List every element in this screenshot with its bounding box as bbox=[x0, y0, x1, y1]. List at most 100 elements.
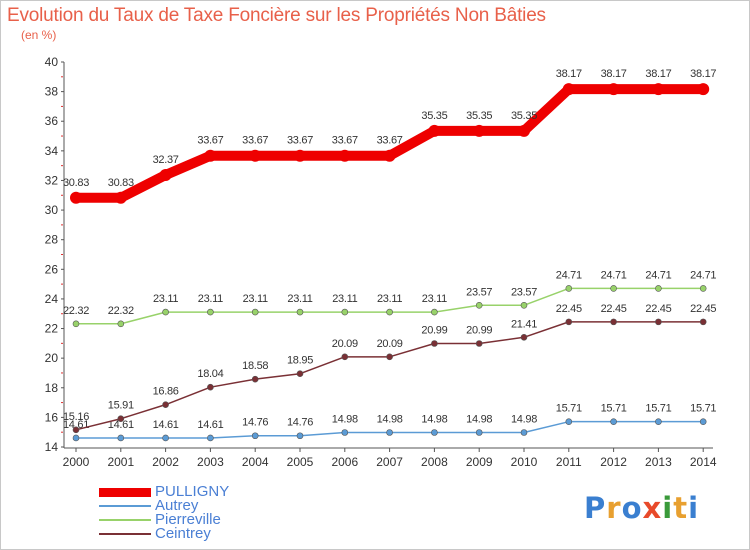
data-label: 20.09 bbox=[377, 338, 403, 350]
data-label: 24.71 bbox=[645, 269, 671, 281]
data-point bbox=[162, 434, 169, 442]
y-tick-label: 24 bbox=[45, 292, 59, 306]
data-label: 35.35 bbox=[511, 110, 537, 122]
data-point bbox=[520, 301, 528, 309]
data-point bbox=[565, 418, 573, 425]
data-label: 15.91 bbox=[108, 400, 134, 412]
data-point bbox=[565, 318, 573, 326]
data-point bbox=[72, 434, 80, 442]
data-point bbox=[652, 83, 665, 96]
data-label: 15.71 bbox=[601, 403, 627, 415]
x-tick-label: 2001 bbox=[107, 455, 134, 469]
data-point bbox=[610, 418, 617, 425]
data-label: 15.71 bbox=[645, 403, 671, 415]
x-tick-label: 2014 bbox=[690, 455, 717, 469]
data-point bbox=[655, 285, 662, 292]
legend-swatch bbox=[99, 487, 151, 497]
data-label: 23.11 bbox=[377, 293, 402, 305]
data-label: 15.16 bbox=[63, 411, 89, 423]
data-point bbox=[296, 432, 304, 440]
data-point bbox=[251, 308, 259, 316]
data-point bbox=[341, 353, 349, 361]
logo-letter: i bbox=[688, 491, 700, 525]
data-label: 18.95 bbox=[287, 355, 313, 367]
data-label: 15.71 bbox=[556, 403, 582, 415]
data-point bbox=[431, 429, 438, 436]
data-label: 16.86 bbox=[153, 386, 179, 398]
data-label: 23.57 bbox=[511, 286, 537, 298]
data-point bbox=[610, 318, 617, 326]
data-point bbox=[294, 149, 306, 162]
data-label: 24.71 bbox=[601, 269, 627, 281]
proxiti-logo: Proxiti bbox=[584, 491, 699, 525]
data-label: 32.37 bbox=[153, 154, 179, 166]
data-label: 14.61 bbox=[197, 419, 223, 431]
x-tick-label: 2007 bbox=[376, 455, 403, 469]
data-label: 22.32 bbox=[108, 305, 134, 317]
data-label: 22.45 bbox=[556, 303, 582, 315]
data-point bbox=[207, 434, 214, 442]
x-tick-label: 2013 bbox=[645, 455, 672, 469]
data-point bbox=[699, 285, 707, 292]
data-label: 18.58 bbox=[242, 360, 268, 372]
logo-letter: r bbox=[606, 491, 622, 525]
legend-swatch bbox=[99, 505, 151, 507]
data-label: 20.09 bbox=[332, 338, 358, 350]
data-label: 35.35 bbox=[421, 110, 447, 122]
data-label: 18.04 bbox=[197, 368, 223, 380]
data-point bbox=[565, 285, 573, 292]
data-label: 22.32 bbox=[63, 305, 89, 317]
data-point bbox=[72, 426, 80, 434]
data-point bbox=[117, 434, 125, 442]
data-label: 24.71 bbox=[690, 269, 716, 281]
data-point bbox=[162, 308, 169, 316]
data-point bbox=[296, 370, 304, 378]
x-tick-label: 2008 bbox=[421, 455, 448, 469]
data-label: 14.98 bbox=[511, 413, 537, 425]
data-point bbox=[475, 301, 483, 309]
x-tick-label: 2011 bbox=[556, 455, 582, 469]
chart-subtitle: (en %) bbox=[21, 28, 57, 42]
data-point bbox=[341, 429, 349, 436]
data-point bbox=[251, 432, 259, 440]
legend-label: PULLIGNY bbox=[155, 483, 230, 500]
y-tick-label: 36 bbox=[45, 114, 59, 128]
data-label: 33.67 bbox=[332, 135, 358, 147]
legend-label: Pierreville bbox=[155, 511, 221, 528]
data-label: 23.11 bbox=[332, 293, 357, 305]
x-tick-label: 2005 bbox=[287, 455, 314, 469]
legend-label: Autrey bbox=[155, 497, 199, 514]
y-tick-label: 20 bbox=[45, 351, 59, 365]
data-point bbox=[341, 308, 349, 316]
legend-swatch bbox=[99, 533, 151, 535]
x-tick-label: 2003 bbox=[197, 455, 224, 469]
y-tick-label: 40 bbox=[45, 55, 59, 69]
data-label: 15.71 bbox=[690, 403, 716, 415]
logo-letter: x bbox=[642, 491, 663, 525]
data-label: 35.35 bbox=[466, 110, 492, 122]
data-label: 20.99 bbox=[466, 324, 492, 336]
y-tick-label: 14 bbox=[45, 440, 59, 454]
data-point bbox=[207, 383, 214, 391]
data-label: 14.98 bbox=[377, 413, 403, 425]
data-label: 14.98 bbox=[466, 413, 492, 425]
data-label: 21.41 bbox=[511, 318, 537, 330]
data-point bbox=[159, 168, 172, 181]
data-point bbox=[72, 320, 80, 328]
data-label: 22.45 bbox=[601, 303, 627, 315]
y-tick-label: 16 bbox=[45, 410, 59, 424]
data-point bbox=[249, 149, 262, 162]
data-point bbox=[162, 401, 169, 408]
x-tick-label: 2012 bbox=[600, 455, 627, 469]
data-point bbox=[386, 308, 393, 316]
x-tick-label: 2010 bbox=[511, 455, 538, 469]
data-point bbox=[475, 340, 483, 347]
y-tick-label: 22 bbox=[45, 322, 59, 336]
x-tick-label: 2000 bbox=[63, 455, 90, 469]
data-point bbox=[251, 375, 259, 383]
data-point bbox=[70, 191, 82, 204]
data-label: 22.45 bbox=[690, 303, 716, 315]
legend-swatch bbox=[99, 519, 151, 521]
data-label: 14.76 bbox=[287, 417, 313, 429]
